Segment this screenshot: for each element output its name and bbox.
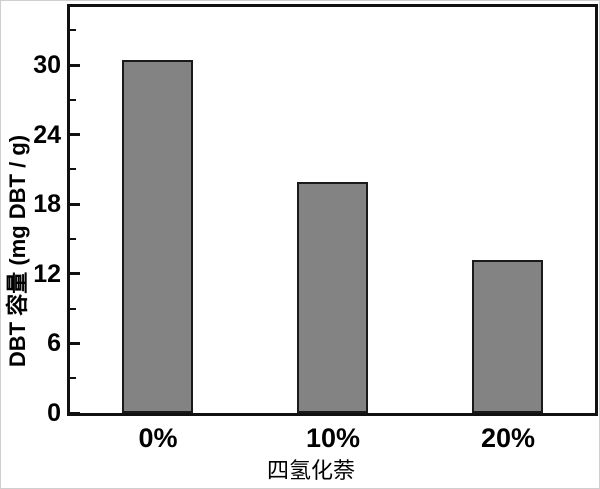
- x-tick-label-20%: 20%: [480, 423, 536, 453]
- y-minor-tick-33: [70, 29, 76, 31]
- y-minor-tick-15: [70, 238, 76, 240]
- y-minor-tick-3: [70, 377, 76, 379]
- y-tick-label-30: 30: [33, 51, 61, 79]
- y-major-tick-0: [70, 412, 80, 415]
- x-axis-title: 四氢化萘: [266, 458, 355, 483]
- plot-area: [67, 4, 598, 416]
- y-minor-tick-21: [70, 168, 76, 170]
- bar-10%: [297, 182, 368, 413]
- y-minor-tick-27: [70, 99, 76, 101]
- y-tick-label-12: 12: [33, 260, 61, 288]
- bar-0%: [122, 60, 193, 413]
- x-tick-label-10%: 10%: [305, 423, 361, 453]
- y-major-tick-30: [70, 64, 80, 67]
- y-tick-label-18: 18: [33, 190, 61, 218]
- y-minor-tick-9: [70, 308, 76, 310]
- y-tick-label-24: 24: [33, 121, 61, 149]
- x-tick-label-0%: 0%: [138, 423, 178, 453]
- y-major-tick-18: [70, 203, 80, 206]
- y-tick-label-6: 6: [47, 329, 61, 357]
- y-major-tick-24: [70, 133, 80, 136]
- y-major-tick-6: [70, 342, 80, 345]
- y-major-tick-12: [70, 272, 80, 275]
- y-tick-label-0: 0: [47, 399, 61, 427]
- bar-20%: [472, 260, 543, 413]
